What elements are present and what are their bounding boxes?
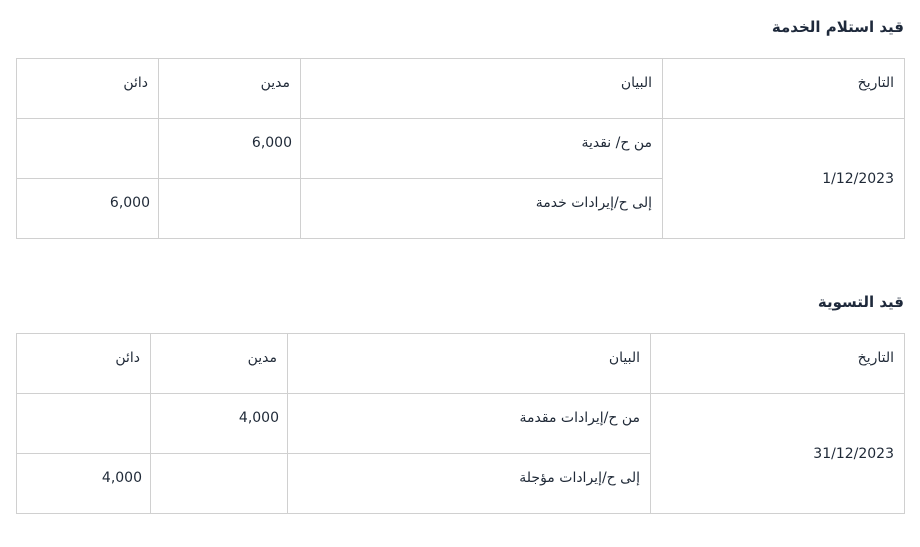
debit-cell: 4,000 bbox=[150, 393, 288, 454]
header-description: البيان bbox=[300, 58, 663, 119]
debit-cell: 6,000 bbox=[158, 118, 301, 179]
credit-cell: 4,000 bbox=[16, 453, 151, 514]
debit-cell bbox=[150, 453, 288, 514]
table-header-row: التاريخ البيان مدين دائن bbox=[16, 58, 905, 119]
date-cell: 1/12/2023 bbox=[662, 118, 905, 239]
entry-title: قيد استلام الخدمة bbox=[771, 18, 904, 36]
table-header-row: التاريخ البيان مدين دائن bbox=[16, 333, 905, 394]
description-cell: إلى ح/إيرادات خدمة bbox=[300, 178, 663, 239]
date-cell: 31/12/2023 bbox=[650, 393, 905, 514]
header-description: البيان bbox=[287, 333, 651, 394]
journal-table: التاريخ البيان مدين دائن 1/12/2023 من ح/… bbox=[16, 58, 905, 239]
table-row: 1/12/2023 من ح/ نقدية 6,000 bbox=[16, 118, 905, 239]
description-cell: إلى ح/إيرادات مؤجلة bbox=[287, 453, 651, 514]
header-date: التاريخ bbox=[650, 333, 905, 394]
description-cell: من ح/ نقدية bbox=[300, 118, 663, 179]
header-date: التاريخ bbox=[662, 58, 905, 119]
credit-cell bbox=[16, 118, 159, 179]
journal-table: التاريخ البيان مدين دائن 31/12/2023 من ح… bbox=[16, 333, 905, 514]
debit-cell bbox=[158, 178, 301, 239]
credit-cell: 6,000 bbox=[16, 178, 159, 239]
description-cell: من ح/إيرادات مقدمة bbox=[287, 393, 651, 454]
table-row: 31/12/2023 من ح/إيرادات مقدمة 4,000 bbox=[16, 393, 905, 514]
header-credit: دائن bbox=[16, 58, 159, 119]
entry-title: قيد التسوية bbox=[817, 293, 904, 311]
table-row: إلى ح/إيرادات مؤجلة 4,000 bbox=[16, 453, 905, 514]
credit-cell bbox=[16, 393, 151, 454]
table-row: إلى ح/إيرادات خدمة 6,000 bbox=[16, 178, 905, 239]
header-debit: مدين bbox=[150, 333, 288, 394]
header-debit: مدين bbox=[158, 58, 301, 119]
header-credit: دائن bbox=[16, 333, 151, 394]
